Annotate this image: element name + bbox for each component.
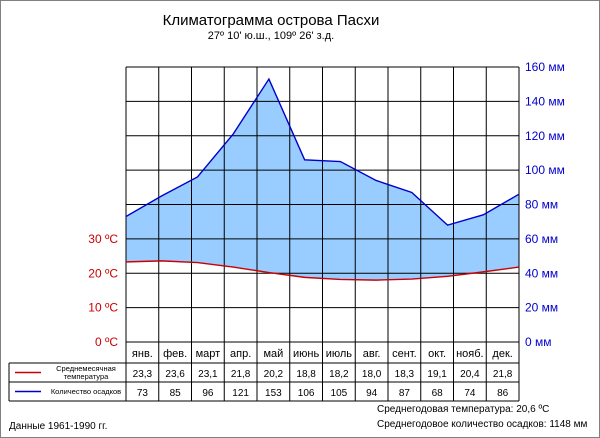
precipitation-value-label: 121 (232, 388, 249, 399)
data-period-note: Данные 1961-1990 гг. (9, 421, 108, 432)
left-axis-tick-label: 0 ºC (95, 335, 118, 349)
precipitation-value-label: 153 (265, 388, 282, 399)
month-label: янв. (132, 348, 153, 360)
precipitation-value-label: 74 (464, 388, 476, 399)
precipitation-value-label: 73 (137, 388, 149, 399)
temperature-value-label: 18,8 (296, 369, 316, 380)
temperature-value-label: 20,4 (460, 369, 480, 380)
month-label: апр. (230, 348, 251, 360)
right-axis-tick-label: 80 мм (525, 198, 558, 212)
precipitation-value-label: 106 (298, 388, 315, 399)
month-label: май (263, 348, 283, 360)
left-axis-tick-label: 10 ºC (88, 301, 118, 315)
precipitation-value-label: 85 (170, 388, 182, 399)
temperature-value-label: 18,2 (329, 369, 349, 380)
left-axis-tick-label: 30 ºC (88, 232, 118, 246)
month-label: дек. (492, 348, 512, 360)
total-precipitation-text: Среднегодовое количество осадков: 1148 м… (377, 419, 588, 430)
precipitation-value-label: 87 (399, 388, 411, 399)
temperature-line (125, 260, 520, 281)
month-label: сент. (392, 348, 417, 360)
legend-precipitation-label: Количество осадков (51, 387, 121, 396)
right-axis-tick-label: 140 мм (525, 94, 565, 108)
month-label: окт. (428, 348, 446, 360)
temperature-value-label: 20,2 (264, 369, 284, 380)
right-axis-tick-label: 60 мм (525, 232, 558, 246)
precipitation-value-label: 68 (432, 388, 444, 399)
month-label: фев. (163, 348, 187, 360)
month-label: авг. (363, 348, 381, 360)
chart-subtitle: 27º 10' ю.ш., 109º 26' з.д. (207, 30, 335, 42)
temperature-value-label: 23,1 (198, 369, 218, 380)
right-axis-tick-label: 100 мм (525, 163, 565, 177)
precipitation-value-label: 105 (331, 388, 348, 399)
month-label: нояб. (456, 348, 484, 360)
annual-stats: Среднегодовая температура: 20,6 ºC Средн… (377, 402, 587, 432)
temperature-value-label: 21,8 (493, 369, 513, 380)
temperature-value-label: 23,6 (165, 369, 185, 380)
month-label: март (196, 348, 221, 360)
right-axis-tick-label: 120 мм (525, 129, 565, 143)
temperature-value-label: 18,3 (395, 369, 415, 380)
right-axis-tick-label: 0 мм (525, 335, 552, 349)
precipitation-value-label: 96 (202, 388, 214, 399)
right-axis-tick-label: 20 мм (525, 301, 558, 315)
temperature-value-label: 21,8 (231, 369, 251, 380)
precipitation-value-label: 86 (497, 388, 509, 399)
precipitation-line (125, 77, 520, 226)
temperature-value-label: 19,1 (427, 369, 447, 380)
right-axis-tick-label: 40 мм (525, 266, 558, 280)
temperature-value-label: 18,0 (362, 369, 382, 380)
avg-temperature-text: Среднегодовая температура: 20,6 ºC (377, 404, 550, 415)
month-label: июнь (293, 348, 319, 360)
temperature-value-label: 23,3 (133, 369, 153, 380)
chart-title: Климатограмма острова Пасхи (162, 12, 380, 29)
right-axis-tick-label: 160 мм (525, 60, 565, 74)
month-label: июль (326, 348, 353, 360)
left-axis-tick-label: 20 ºC (88, 266, 118, 280)
precipitation-value-label: 94 (366, 388, 378, 399)
legend-temperature-label: Среднемесячная температура (56, 364, 116, 381)
